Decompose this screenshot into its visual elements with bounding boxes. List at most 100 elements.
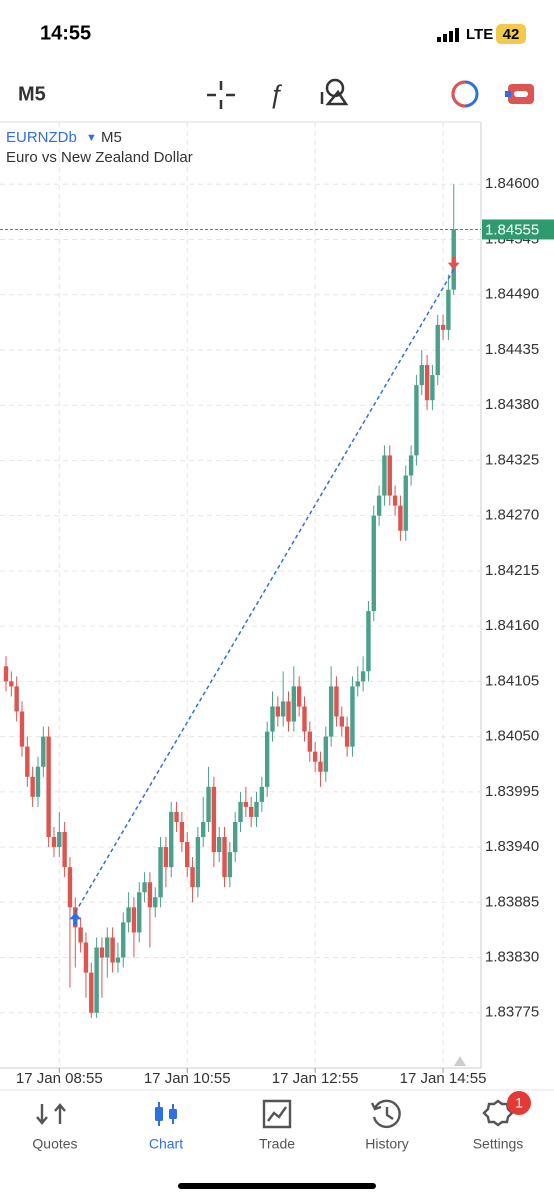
candle-body <box>83 942 89 973</box>
chart: 1.846001.845451.844901.844351.843801.843… <box>0 121 554 1087</box>
candle-body <box>403 475 408 531</box>
candle-body <box>179 821 185 843</box>
nav-icon[interactable] <box>370 1099 401 1129</box>
indicator-icon[interactable]: ƒ <box>269 79 283 109</box>
candle-body <box>275 706 281 717</box>
price-tag-label: 1.84555 <box>485 221 539 238</box>
candle-body <box>291 686 297 722</box>
candle-body <box>446 289 451 330</box>
candle-body <box>163 847 169 868</box>
candle-body <box>259 786 265 802</box>
nav-icon[interactable] <box>482 1099 514 1127</box>
status-network: LTE <box>466 26 493 43</box>
y-tick-label: 1.84325 <box>485 451 539 468</box>
candle-body <box>392 495 398 506</box>
candle-body <box>328 686 334 737</box>
sell-arrow <box>447 256 460 270</box>
nav-label[interactable]: History <box>365 1136 409 1152</box>
trade-line <box>74 269 455 913</box>
candle-body <box>344 726 350 747</box>
y-tick-label: 1.84050 <box>485 728 539 745</box>
nav-label[interactable]: Trade <box>259 1136 295 1152</box>
candle-body <box>430 375 435 401</box>
candle-body <box>158 847 163 898</box>
candle-body <box>318 761 323 772</box>
candle-body <box>270 706 275 732</box>
candle-body <box>360 671 366 682</box>
x-tick-label: 17 Jan 14:55 <box>400 1070 487 1087</box>
candle-body <box>419 365 424 386</box>
chart-description: Euro vs New Zealand Dollar <box>6 149 193 166</box>
chart-timeframe: M5 <box>101 129 122 146</box>
candle-body <box>110 937 115 963</box>
battery-level: 42 <box>503 26 520 43</box>
account-icon[interactable] <box>505 84 534 104</box>
candle-body <box>414 385 419 456</box>
candle-body <box>286 701 291 722</box>
candle-body <box>440 324 446 330</box>
candle-body <box>264 731 270 787</box>
home-indicator <box>178 1183 376 1189</box>
candle-body <box>248 806 254 817</box>
nav-badge-count: 1 <box>515 1095 523 1111</box>
candle-body <box>131 907 137 933</box>
x-tick-label: 17 Jan 12:55 <box>272 1070 359 1087</box>
crosshair-icon[interactable] <box>207 81 235 109</box>
symbol-dropdown[interactable]: ▼ <box>86 132 97 144</box>
candle-body <box>323 736 328 772</box>
candle-body <box>14 686 19 712</box>
nav-label[interactable]: Settings <box>473 1136 524 1152</box>
y-tick-label: 1.83775 <box>485 1004 539 1021</box>
candle-body <box>408 455 414 476</box>
scroll-marker <box>454 1056 466 1066</box>
x-tick-label: 17 Jan 10:55 <box>144 1070 231 1087</box>
chart-symbol[interactable]: EURNZDb <box>6 129 77 146</box>
candle-body <box>206 786 211 822</box>
candle-body <box>25 746 30 777</box>
candle-body <box>312 751 318 762</box>
candle-body <box>211 786 217 853</box>
candle-body <box>126 907 131 923</box>
status-time: 14:55 <box>40 22 91 44</box>
y-tick-label: 1.83995 <box>485 783 539 800</box>
y-tick-label: 1.84380 <box>485 396 539 413</box>
candle-body <box>94 947 99 1013</box>
nav-icon[interactable] <box>36 1103 66 1125</box>
y-tick-label: 1.83885 <box>485 893 539 910</box>
candle-body <box>62 832 67 868</box>
candle-body <box>302 706 307 732</box>
nav-icon[interactable] <box>169 1109 177 1119</box>
x-tick-label: 17 Jan 08:55 <box>16 1070 103 1087</box>
candle-body <box>190 867 195 888</box>
nav-label[interactable]: Quotes <box>32 1136 77 1152</box>
candle-body <box>174 811 179 822</box>
y-tick-label: 1.84160 <box>485 617 539 634</box>
price-tag <box>482 219 554 240</box>
objects-icon[interactable] <box>320 78 349 106</box>
nav-icon[interactable] <box>262 1099 292 1129</box>
toolbar-timeframe[interactable]: M5 <box>18 83 46 105</box>
candle-body <box>376 495 382 516</box>
candle-body <box>153 897 158 908</box>
nav-badge <box>507 1091 531 1115</box>
candle-body <box>57 832 62 848</box>
nav-icon[interactable] <box>155 1107 163 1121</box>
candle-body <box>142 882 147 893</box>
candle-body <box>121 922 126 958</box>
candle-body <box>227 852 233 878</box>
nav-label[interactable]: Chart <box>149 1136 183 1152</box>
candle-body <box>350 686 355 747</box>
candle-body <box>296 686 302 707</box>
candle-body <box>78 927 83 943</box>
candle-body <box>30 776 35 797</box>
candle-body <box>238 801 243 822</box>
candle-body <box>195 837 201 888</box>
y-tick-label: 1.84435 <box>485 341 539 358</box>
candle-body <box>382 455 387 496</box>
battery <box>496 24 526 44</box>
trade-icon[interactable] <box>451 80 479 108</box>
candle-body <box>387 455 392 496</box>
candle-body <box>280 701 286 717</box>
candle-body <box>99 947 105 958</box>
